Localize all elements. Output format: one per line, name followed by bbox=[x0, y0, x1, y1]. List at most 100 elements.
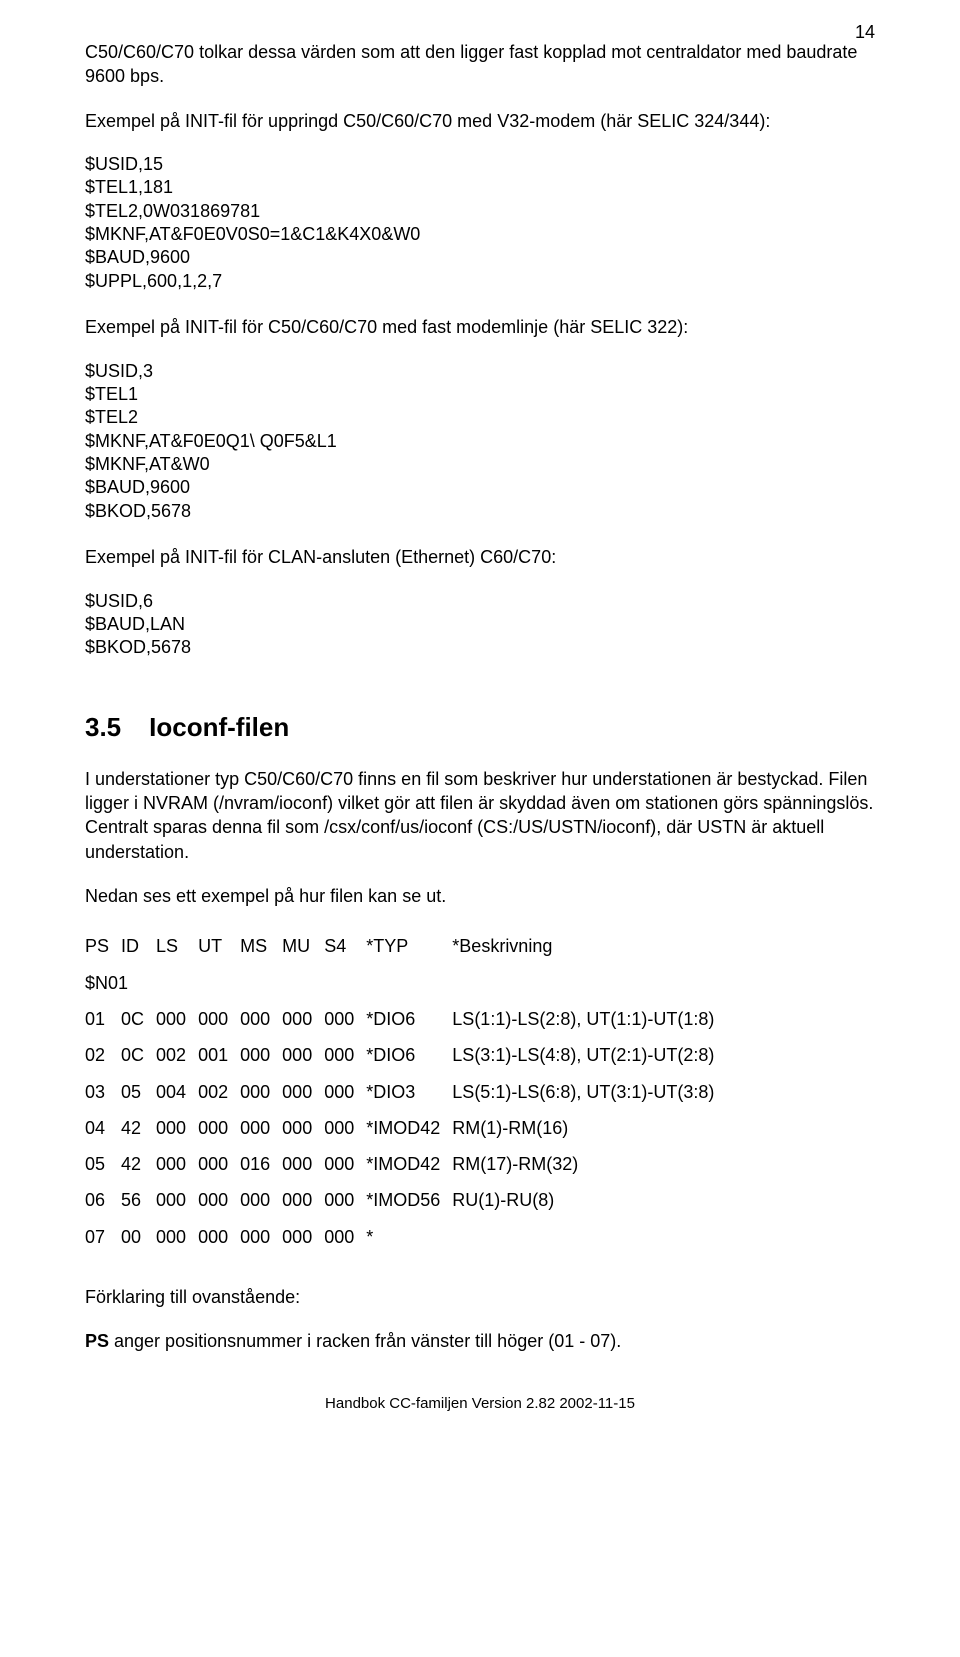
footer: Handbok CC-familjen Version 2.82 2002-11… bbox=[85, 1394, 875, 1414]
table-cell: 000 bbox=[324, 1219, 366, 1255]
table-row: 0442000000000000000*IMOD42RM(1)-RM(16) bbox=[85, 1110, 726, 1146]
table-cell: 000 bbox=[240, 1182, 282, 1218]
example3-block: $USID,6$BAUD,LAN$BKOD,5678 bbox=[85, 590, 875, 660]
table-row: 0656000000000000000*IMOD56RU(1)-RU(8) bbox=[85, 1182, 726, 1218]
table-header-cell: ID bbox=[121, 928, 156, 964]
table-cell: 000 bbox=[282, 1219, 324, 1255]
table-row: 0700000000000000000* bbox=[85, 1219, 726, 1255]
table-cell bbox=[452, 1219, 726, 1255]
ps-explain: PS anger positionsnummer i racken från v… bbox=[85, 1329, 875, 1353]
intro-paragraph: C50/C60/C70 tolkar dessa värden som att … bbox=[85, 40, 875, 89]
table-cell: 000 bbox=[240, 1110, 282, 1146]
table-cell: RM(17)-RM(32) bbox=[452, 1146, 726, 1182]
table-cell: 000 bbox=[156, 1146, 198, 1182]
table-header-cell: S4 bbox=[324, 928, 366, 964]
table-cell: *DIO6 bbox=[366, 1001, 452, 1037]
table-cell: *IMOD42 bbox=[366, 1110, 452, 1146]
code-line: $BAUD,9600 bbox=[85, 476, 875, 499]
ps-text: anger positionsnummer i racken från väns… bbox=[109, 1331, 621, 1351]
table-cell: 000 bbox=[198, 1219, 240, 1255]
table-cell: 004 bbox=[156, 1074, 198, 1110]
table-cell: 000 bbox=[324, 1110, 366, 1146]
example3-title: Exempel på INIT-fil för CLAN-ansluten (E… bbox=[85, 545, 875, 569]
table-cell: 002 bbox=[198, 1074, 240, 1110]
table-cell: 42 bbox=[121, 1146, 156, 1182]
table-cell: RM(1)-RM(16) bbox=[452, 1110, 726, 1146]
table-cell: LS(1:1)-LS(2:8), UT(1:1)-UT(1:8) bbox=[452, 1001, 726, 1037]
code-line: $USID,6 bbox=[85, 590, 875, 613]
table-cell: 06 bbox=[85, 1182, 121, 1218]
code-line: $UPPL,600,1,2,7 bbox=[85, 270, 875, 293]
ioconf-table: PSIDLSUTMSMUS4*TYP*Beskrivning$N01010C00… bbox=[85, 928, 726, 1255]
code-line: $TEL1 bbox=[85, 383, 875, 406]
table-cell: 02 bbox=[85, 1037, 121, 1073]
table-cell: 000 bbox=[198, 1146, 240, 1182]
table-cell: RU(1)-RU(8) bbox=[452, 1182, 726, 1218]
code-line: $TEL2,0W031869781 bbox=[85, 200, 875, 223]
table-cell: 000 bbox=[282, 1001, 324, 1037]
table-header-cell: PS bbox=[85, 928, 121, 964]
code-line: $BKOD,5678 bbox=[85, 636, 875, 659]
table-cell: LS(5:1)-LS(6:8), UT(3:1)-UT(3:8) bbox=[452, 1074, 726, 1110]
table-cell: 000 bbox=[282, 1146, 324, 1182]
table-row: 0542000000016000000*IMOD42RM(17)-RM(32) bbox=[85, 1146, 726, 1182]
table-header-cell: *TYP bbox=[366, 928, 452, 964]
table-header-cell: *Beskrivning bbox=[452, 928, 726, 964]
section-heading: 3.5 Ioconf-filen bbox=[85, 710, 875, 745]
table-cell: 000 bbox=[156, 1219, 198, 1255]
table-cell: *IMOD56 bbox=[366, 1182, 452, 1218]
table-row: 020C002001000000000*DIO6LS(3:1)-LS(4:8),… bbox=[85, 1037, 726, 1073]
code-line: $USID,3 bbox=[85, 360, 875, 383]
table-cell: 000 bbox=[240, 1219, 282, 1255]
table-cell: 000 bbox=[324, 1074, 366, 1110]
code-line: $USID,15 bbox=[85, 153, 875, 176]
table-cell: 000 bbox=[156, 1001, 198, 1037]
table-header-cell: UT bbox=[198, 928, 240, 964]
table-cell: *DIO3 bbox=[366, 1074, 452, 1110]
code-line: $MKNF,AT&W0 bbox=[85, 453, 875, 476]
table-cell: 000 bbox=[240, 1001, 282, 1037]
code-line: $BAUD,9600 bbox=[85, 246, 875, 269]
table-cell: * bbox=[366, 1219, 452, 1255]
table-cell: *IMOD42 bbox=[366, 1146, 452, 1182]
ps-label: PS bbox=[85, 1331, 109, 1351]
code-line: $TEL1,181 bbox=[85, 176, 875, 199]
example2-block: $USID,3$TEL1$TEL2$MKNF,AT&F0E0Q1\ Q0F5&L… bbox=[85, 360, 875, 524]
table-cell: 000 bbox=[324, 1037, 366, 1073]
table-cell: 07 bbox=[85, 1219, 121, 1255]
table-header-cell: MS bbox=[240, 928, 282, 964]
table-cell: 05 bbox=[121, 1074, 156, 1110]
example1-title: Exempel på INIT-fil för uppringd C50/C60… bbox=[85, 109, 875, 133]
section-number: 3.5 bbox=[85, 710, 121, 745]
table-cell: 000 bbox=[324, 1001, 366, 1037]
table-cell: 000 bbox=[282, 1074, 324, 1110]
table-cell: 000 bbox=[324, 1146, 366, 1182]
table-cell: LS(3:1)-LS(4:8), UT(2:1)-UT(2:8) bbox=[452, 1037, 726, 1073]
table-cell: 03 bbox=[85, 1074, 121, 1110]
ioconf-paragraph-1: I understationer typ C50/C60/C70 finns e… bbox=[85, 767, 875, 864]
table-cell: 0C bbox=[121, 1001, 156, 1037]
code-line: $MKNF,AT&F0E0V0S0=1&C1&K4X0&W0 bbox=[85, 223, 875, 246]
table-cell: 00 bbox=[121, 1219, 156, 1255]
table-cell: 000 bbox=[324, 1182, 366, 1218]
table-cell: 000 bbox=[282, 1037, 324, 1073]
table-cell: 000 bbox=[198, 1110, 240, 1146]
table-cell: 000 bbox=[282, 1182, 324, 1218]
table-row: 010C000000000000000*DIO6LS(1:1)-LS(2:8),… bbox=[85, 1001, 726, 1037]
n01-line: $N01 bbox=[85, 965, 726, 1001]
table-cell: 000 bbox=[156, 1182, 198, 1218]
table-cell: 56 bbox=[121, 1182, 156, 1218]
table-cell: 002 bbox=[156, 1037, 198, 1073]
code-line: $TEL2 bbox=[85, 406, 875, 429]
code-line: $BAUD,LAN bbox=[85, 613, 875, 636]
table-cell: 05 bbox=[85, 1146, 121, 1182]
table-row: 0305004002000000000*DIO3LS(5:1)-LS(6:8),… bbox=[85, 1074, 726, 1110]
example2-title: Exempel på INIT-fil för C50/C60/C70 med … bbox=[85, 315, 875, 339]
table-cell: *DIO6 bbox=[366, 1037, 452, 1073]
table-cell: 0C bbox=[121, 1037, 156, 1073]
section-title: Ioconf-filen bbox=[149, 712, 289, 742]
table-cell: 42 bbox=[121, 1110, 156, 1146]
example1-block: $USID,15$TEL1,181$TEL2,0W031869781$MKNF,… bbox=[85, 153, 875, 293]
code-line: $MKNF,AT&F0E0Q1\ Q0F5&L1 bbox=[85, 430, 875, 453]
page-number: 14 bbox=[855, 20, 875, 44]
